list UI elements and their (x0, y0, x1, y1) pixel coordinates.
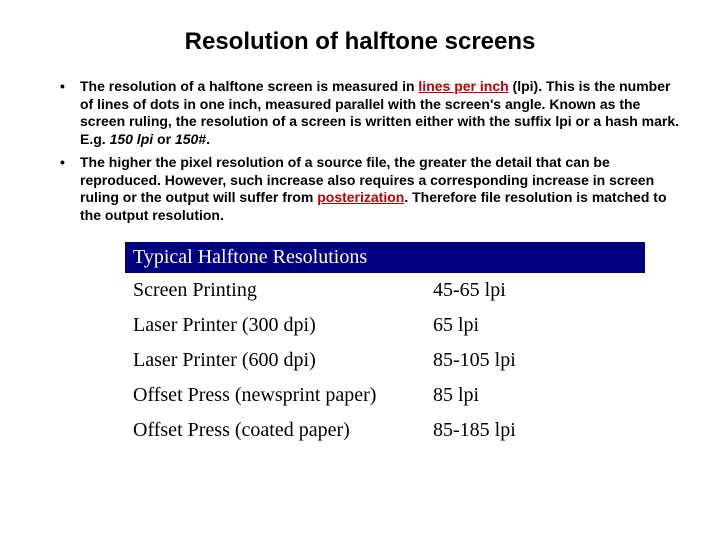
table-cell-value: 65 lpi (433, 314, 637, 337)
table-header: Typical Halftone Resolutions (125, 242, 645, 273)
table-cell-value: 85 lpi (433, 384, 637, 407)
resolution-table: Typical Halftone Resolutions Screen Prin… (125, 242, 645, 448)
table-row: Laser Printer (300 dpi) 65 lpi (125, 308, 645, 343)
table-cell-label: Laser Printer (600 dpi) (133, 349, 433, 372)
bullet-item-1: The resolution of a halftone screen is m… (58, 78, 680, 148)
table-cell-label: Offset Press (newsprint paper) (133, 384, 433, 407)
table-cell-label: Laser Printer (300 dpi) (133, 314, 433, 337)
table-row: Offset Press (newsprint paper) 85 lpi (125, 378, 645, 413)
table-cell-value: 45-65 lpi (433, 279, 637, 302)
b1-term-screen-ruling: screen ruling (80, 113, 168, 129)
b1-text-mid: or (153, 131, 175, 147)
bullet-item-2: The higher the pixel resolution of a sou… (58, 154, 680, 224)
bullet-list: The resolution of a halftone screen is m… (58, 78, 680, 224)
b1-text-pre: The resolution of a halftone screen is m… (80, 78, 418, 94)
table-row: Offset Press (coated paper) 85-185 lpi (125, 413, 645, 448)
b1-text-end: . (206, 131, 210, 147)
table-cell-value: 85-185 lpi (433, 419, 637, 442)
table-row: Screen Printing 45-65 lpi (125, 273, 645, 308)
slide: Resolution of halftone screens The resol… (0, 0, 720, 540)
table-cell-value: 85-105 lpi (433, 349, 637, 372)
table-cell-label: Screen Printing (133, 279, 433, 302)
link-lines-per-inch[interactable]: lines per inch (418, 78, 508, 94)
table-cell-label: Offset Press (coated paper) (133, 419, 433, 442)
link-posterization[interactable]: posterization (317, 189, 404, 205)
b1-example-1: 150 lpi (110, 131, 154, 147)
b1-example-2: 150# (175, 131, 206, 147)
page-title: Resolution of halftone screens (40, 28, 680, 56)
table-row: Laser Printer (600 dpi) 85-105 lpi (125, 343, 645, 378)
